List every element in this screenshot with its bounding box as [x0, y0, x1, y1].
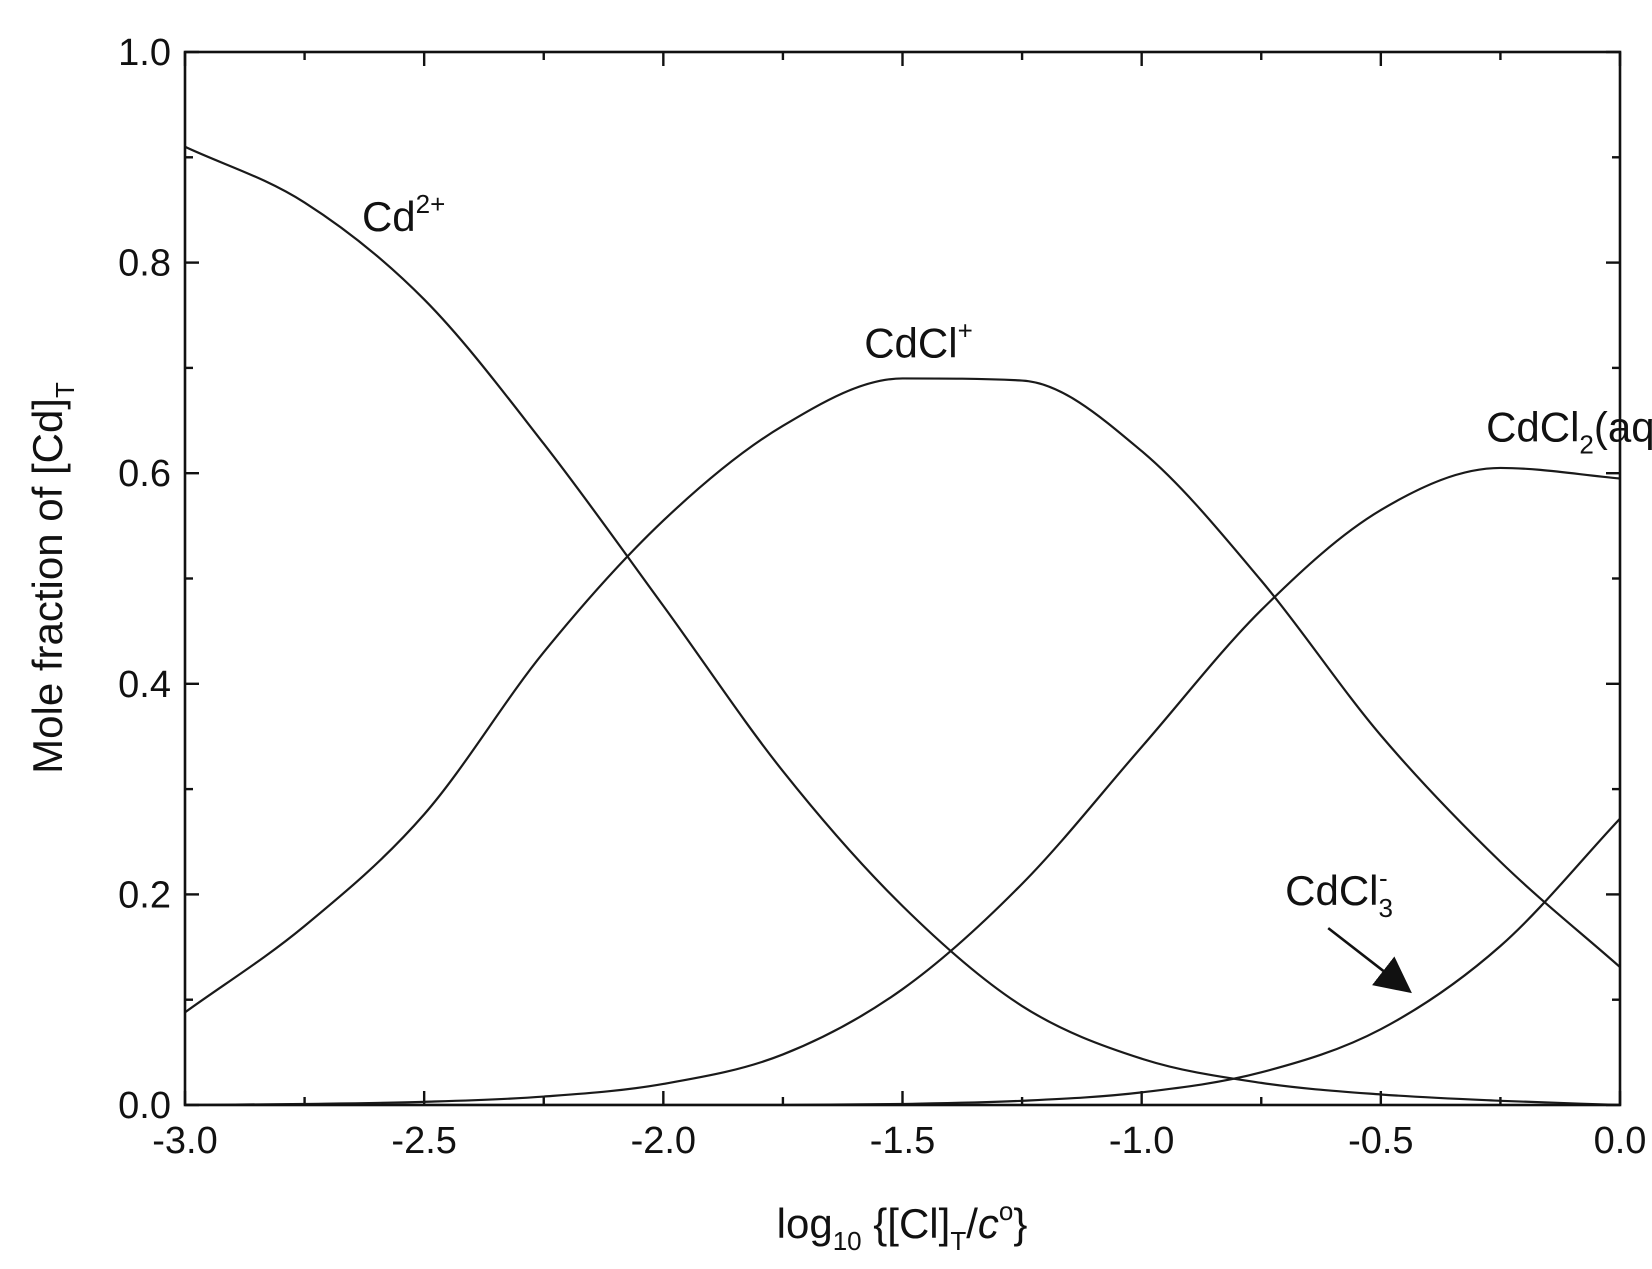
x-tick-label: -2.5 [391, 1120, 456, 1162]
series-labels: Cd2+CdCl+CdCl2(aq)CdCl3- [362, 189, 1652, 994]
series-label-sup: + [958, 315, 973, 345]
y-axis-title-main: Mole fraction of [Cd] [24, 398, 71, 774]
y-tick-label: 0.8 [118, 243, 171, 285]
series-label-cdcl3: CdCl3- [1285, 863, 1393, 923]
series-label-cdcl: CdCl+ [864, 315, 973, 366]
series-label-sup: 2+ [416, 189, 446, 219]
tick-labels: -3.0 -2.5 -2.0 -1.5 -1.0 -0.5 0.00.00.20.40.60… [118, 32, 1646, 1162]
series-line-cdcl3 [185, 817, 1620, 1105]
y-tick-label: 0.6 [118, 453, 171, 495]
y-tick-label: 0.4 [118, 664, 171, 706]
series-line-cdcl [185, 377, 1620, 1014]
series-label-base: CdCl [1285, 867, 1378, 914]
series-label-base: CdCl [1486, 404, 1579, 451]
series-label-cd2: Cd2+ [362, 189, 445, 240]
x-axis-title-subT: T [950, 1226, 966, 1256]
x-axis-title: log10 {[Cl]T/co} [777, 1196, 1028, 1256]
series-curves [185, 145, 1620, 1105]
y-axis-title-sub: T [50, 382, 80, 398]
x-axis-title-sub10: 10 [833, 1226, 862, 1256]
y-tick-label: 0.0 [118, 1085, 171, 1127]
series-label-tail: (aq) [1594, 404, 1652, 451]
series-line-cdcl2-aq [185, 466, 1620, 1105]
series-line-cd2 [185, 145, 1620, 1105]
series-label-cdcl2-aq: CdCl2(aq) [1486, 404, 1652, 460]
x-tick-label: -3.0 [152, 1120, 217, 1162]
series-label-base: Cd [362, 193, 416, 240]
y-tick-label: 1.0 [118, 32, 171, 74]
plot-frame [183, 50, 1622, 1107]
y-tick-label: 0.2 [118, 874, 171, 916]
x-axis-title-log: log [777, 1200, 833, 1247]
x-axis-title-slash: / [966, 1200, 978, 1247]
y-axis-title: Mole fraction of [Cd]T [24, 382, 80, 774]
x-axis-title-sup: o [999, 1196, 1013, 1226]
x-tick-label: -0.5 [1348, 1120, 1413, 1162]
x-tick-label: 0.0 [1594, 1120, 1647, 1162]
x-axis-title-open: {[Cl] [862, 1200, 951, 1247]
x-axis-title-c: c [978, 1200, 999, 1247]
annotation-arrow-cdcl3 [1327, 927, 1412, 994]
x-tick-label: -1.5 [870, 1120, 935, 1162]
series-label-sub: 3 [1379, 893, 1393, 923]
series-label-sub: 2 [1579, 430, 1593, 460]
series-label-base: CdCl [864, 319, 957, 366]
x-tick-label: -1.0 [1109, 1120, 1174, 1162]
x-axis-title-close: } [1013, 1200, 1027, 1247]
series-label-sup: - [1379, 863, 1388, 893]
x-tick-label: -2.0 [631, 1120, 696, 1162]
